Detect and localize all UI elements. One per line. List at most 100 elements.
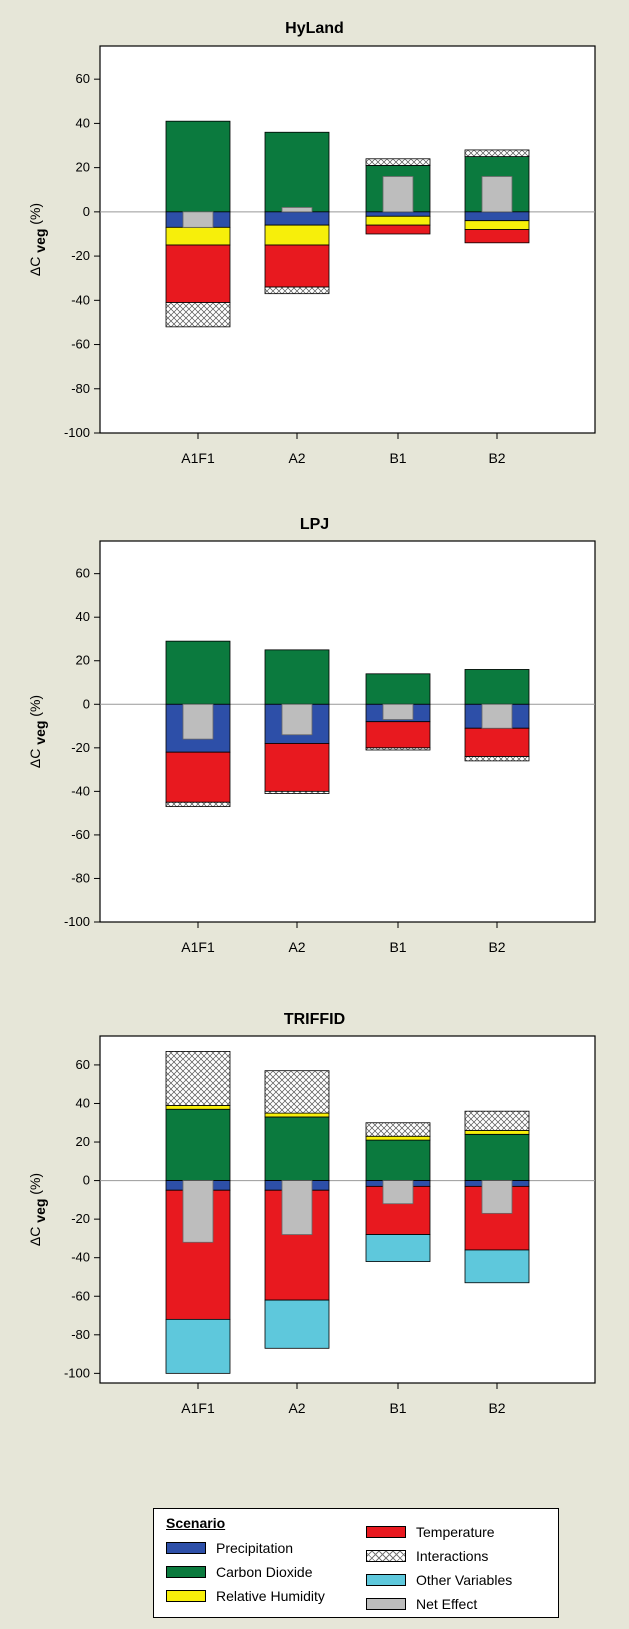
relative-humidity-swatch (166, 1590, 206, 1602)
y-tick-label: 40 (76, 1095, 90, 1110)
legend-item-precipitation: Precipitation (166, 1539, 293, 1557)
legend-item-temperature: Temperature (366, 1523, 495, 1541)
net-effect-bar (482, 176, 512, 211)
carbon-dioxide-bar (465, 669, 529, 704)
temperature-swatch (366, 1526, 406, 1538)
x-tick-label: A2 (288, 939, 305, 955)
legend-label: Temperature (416, 1524, 495, 1540)
y-axis-label: ΔC veg (%) (27, 695, 48, 768)
legend-label: Net Effect (416, 1596, 477, 1612)
y-tick-label: -100 (64, 1365, 90, 1380)
interactions-bar (265, 791, 329, 793)
other-variables-bar (465, 1250, 529, 1283)
carbon-dioxide-bar (265, 1117, 329, 1181)
other-variables-swatch (366, 1574, 406, 1586)
legend-label: Carbon Dioxide (216, 1564, 313, 1580)
temperature-bar (465, 728, 529, 756)
carbon-dioxide-bar (166, 641, 230, 704)
x-tick-label: B2 (488, 939, 505, 955)
x-tick-label: B1 (389, 939, 406, 955)
x-tick-label: A1F1 (181, 939, 215, 955)
relative-humidity-bar (366, 1136, 430, 1140)
x-tick-label: A2 (288, 450, 305, 466)
net-effect-bar (383, 704, 413, 719)
relative-humidity-bar (265, 225, 329, 245)
x-tick-label: B1 (389, 450, 406, 466)
legend-title: Scenario (166, 1515, 225, 1531)
temperature-bar (265, 743, 329, 791)
precipitation-bar (366, 212, 430, 216)
y-axis-label: ΔC veg (%) (27, 1173, 48, 1246)
y-tick-label: 0 (83, 204, 90, 219)
temperature-bar (465, 230, 529, 243)
y-tick-label: -40 (71, 783, 90, 798)
relative-humidity-bar (166, 1105, 230, 1109)
other-variables-bar (265, 1300, 329, 1348)
interactions-bar (465, 757, 529, 761)
y-tick-label: -100 (64, 425, 90, 440)
legend-label: Interactions (416, 1548, 488, 1564)
carbon-dioxide-bar (166, 1109, 230, 1180)
relative-humidity-bar (166, 227, 230, 245)
precipitation-swatch (166, 1542, 206, 1554)
carbon-dioxide-bar (265, 132, 329, 212)
precipitation-bar (465, 212, 529, 221)
y-tick-label: -60 (71, 827, 90, 842)
interactions-bar (366, 748, 430, 750)
y-tick-label: 60 (76, 566, 90, 581)
y-tick-label: -20 (71, 248, 90, 263)
y-tick-label: 40 (76, 115, 90, 130)
precipitation-bar (265, 212, 329, 225)
y-tick-label: -100 (64, 914, 90, 929)
legend-item-interactions: Interactions (366, 1547, 488, 1565)
net-effect-bar (482, 704, 512, 728)
other-variables-bar (166, 1319, 230, 1373)
y-tick-label: -80 (71, 381, 90, 396)
y-tick-label: 0 (83, 1173, 90, 1188)
net-effect-bar (282, 1181, 312, 1235)
x-tick-label: A1F1 (181, 1400, 215, 1416)
y-tick-label: 20 (76, 653, 90, 668)
relative-humidity-bar (465, 221, 529, 230)
y-axis-label: ΔC veg (%) (27, 203, 48, 276)
y-tick-label: 60 (76, 1057, 90, 1072)
interactions-bar (366, 159, 430, 166)
y-tick-label: 0 (83, 696, 90, 711)
interactions-bar (265, 1071, 329, 1113)
y-tick-label: -40 (71, 292, 90, 307)
net-effect-bar (482, 1181, 512, 1214)
carbon-dioxide-bar (366, 674, 430, 704)
temperature-bar (265, 245, 329, 287)
temperature-bar (166, 245, 230, 302)
net-effect-bar (183, 704, 213, 739)
y-tick-label: 20 (76, 160, 90, 175)
carbon-dioxide-bar (166, 121, 230, 212)
x-tick-label: A1F1 (181, 450, 215, 466)
y-tick-label: 60 (76, 71, 90, 86)
net-effect-bar (282, 207, 312, 211)
net-effect-bar (183, 212, 213, 227)
other-variables-bar (366, 1235, 430, 1262)
y-tick-label: -20 (71, 740, 90, 755)
interactions-bar (465, 1111, 529, 1130)
legend-item-net-effect: Net Effect (366, 1595, 477, 1613)
temperature-bar (366, 722, 430, 748)
legend-item-carbon-dioxide: Carbon Dioxide (166, 1563, 313, 1581)
y-tick-label: -60 (71, 337, 90, 352)
interactions-bar (465, 150, 529, 157)
net-effect-bar (282, 704, 312, 734)
relative-humidity-bar (265, 1113, 329, 1117)
legend: Scenario Precipitation Carbon Dioxide Re… (153, 1508, 559, 1618)
x-tick-label: B2 (488, 450, 505, 466)
y-tick-label: -40 (71, 1250, 90, 1265)
y-tick-label: 40 (76, 609, 90, 624)
carbon-dioxide-bar (265, 650, 329, 704)
net-effect-swatch (366, 1598, 406, 1610)
temperature-bar (166, 752, 230, 802)
carbon-dioxide-bar (465, 1134, 529, 1180)
interactions-swatch (366, 1550, 406, 1562)
legend-item-other-variables: Other Variables (366, 1571, 512, 1589)
carbon-dioxide-bar (366, 1140, 430, 1180)
interactions-bar (166, 802, 230, 806)
